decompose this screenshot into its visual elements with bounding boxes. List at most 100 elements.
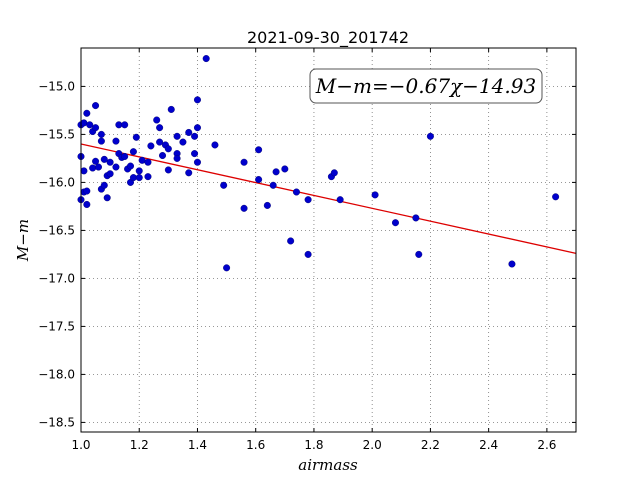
data-point (191, 150, 199, 158)
data-point (193, 158, 201, 166)
data-point (83, 109, 91, 117)
data-point (92, 102, 100, 110)
annotation-box (309, 68, 543, 104)
y-tick-label: −16.5 (38, 223, 75, 237)
data-point (92, 124, 100, 132)
data-point (263, 201, 271, 209)
data-point (240, 158, 248, 166)
data-point (129, 148, 137, 156)
plot-frame (80, 47, 577, 433)
data-point (223, 264, 231, 272)
data-point (135, 167, 143, 175)
data-point (121, 152, 129, 160)
data-point (97, 130, 105, 138)
data-point (167, 105, 175, 113)
x-tick-label: 1.0 (71, 438, 90, 452)
data-point (255, 176, 263, 184)
chart-title: 2021-09-30_201742 (247, 28, 409, 48)
data-point (156, 124, 164, 132)
fit-line-group (80, 143, 577, 254)
data-point (371, 191, 379, 199)
data-point (92, 157, 100, 165)
fit-equation: M−m=−0.67χ−14.93 (315, 74, 536, 98)
data-point (173, 132, 181, 140)
data-point (147, 142, 155, 150)
data-point (255, 146, 263, 154)
data-point (191, 132, 199, 140)
y-tick-label: −15.0 (38, 79, 75, 93)
data-point (153, 116, 161, 124)
data-point (80, 167, 88, 175)
data-point (269, 181, 277, 189)
y-tick-label: −17.0 (38, 271, 75, 285)
data-point (173, 154, 181, 162)
data-point (240, 204, 248, 212)
y-axis-label: M−m (14, 219, 32, 262)
data-point (80, 119, 88, 127)
data-point (415, 250, 423, 258)
data-point (211, 141, 219, 149)
data-point (412, 214, 420, 222)
data-point (156, 138, 164, 146)
data-point (193, 96, 201, 104)
data-point (164, 145, 172, 153)
y-tick-label: −15.5 (38, 127, 75, 141)
data-point (304, 196, 312, 204)
data-point (126, 162, 134, 170)
x-tick-label: 2.4 (479, 438, 498, 452)
data-point (292, 188, 300, 196)
data-point (94, 163, 102, 171)
data-point (287, 237, 295, 245)
data-point (281, 165, 289, 173)
y-tick-label: −18.0 (38, 367, 75, 381)
x-tick-label: 2.2 (421, 438, 440, 452)
data-point (103, 194, 111, 202)
grid (80, 48, 576, 432)
x-tick-label: 2.6 (537, 438, 556, 452)
data-point (100, 181, 108, 189)
data-point (138, 156, 146, 164)
data-point (336, 196, 344, 204)
data-point (135, 174, 143, 182)
data-point (164, 166, 172, 174)
x-tick-label: 1.6 (246, 438, 265, 452)
y-tick-label: −17.5 (38, 319, 75, 333)
fit-line (80, 143, 577, 254)
data-point (144, 173, 152, 181)
data-point (106, 170, 114, 178)
data-point (179, 138, 187, 146)
data-point (83, 200, 91, 208)
data-point (159, 152, 167, 160)
data-point (112, 163, 120, 171)
ticks: 1.0 1.2 1.4 1.6 1.8 2.0 2.2 2.4 2.6 −15.0 −15.5 −16… (38, 48, 576, 452)
data-point (272, 168, 280, 176)
data-point (202, 55, 210, 63)
data-point (97, 137, 105, 145)
data-point (185, 128, 193, 136)
y-tick-label: −18.5 (38, 415, 75, 429)
x-tick-label: 1.2 (130, 438, 149, 452)
data-point (508, 260, 516, 268)
data-point (129, 174, 137, 182)
data-point (426, 132, 434, 140)
x-axis-label: airmass (298, 456, 358, 474)
plot-background (81, 48, 576, 432)
x-tick-label: 1.4 (188, 438, 207, 452)
y-tick-label: −16.0 (38, 175, 75, 189)
data-point (115, 121, 123, 129)
data-point (193, 124, 201, 132)
data-point (86, 121, 94, 129)
data-point (100, 155, 108, 163)
data-points (77, 55, 560, 272)
data-point (106, 158, 114, 166)
data-point (330, 169, 338, 177)
data-point (132, 133, 140, 141)
x-tick-label: 2.0 (363, 438, 382, 452)
x-tick-label: 1.8 (304, 438, 323, 452)
data-point (89, 164, 97, 172)
data-point (185, 169, 193, 177)
data-point (121, 121, 129, 129)
data-point (144, 158, 152, 166)
data-point (220, 181, 228, 189)
